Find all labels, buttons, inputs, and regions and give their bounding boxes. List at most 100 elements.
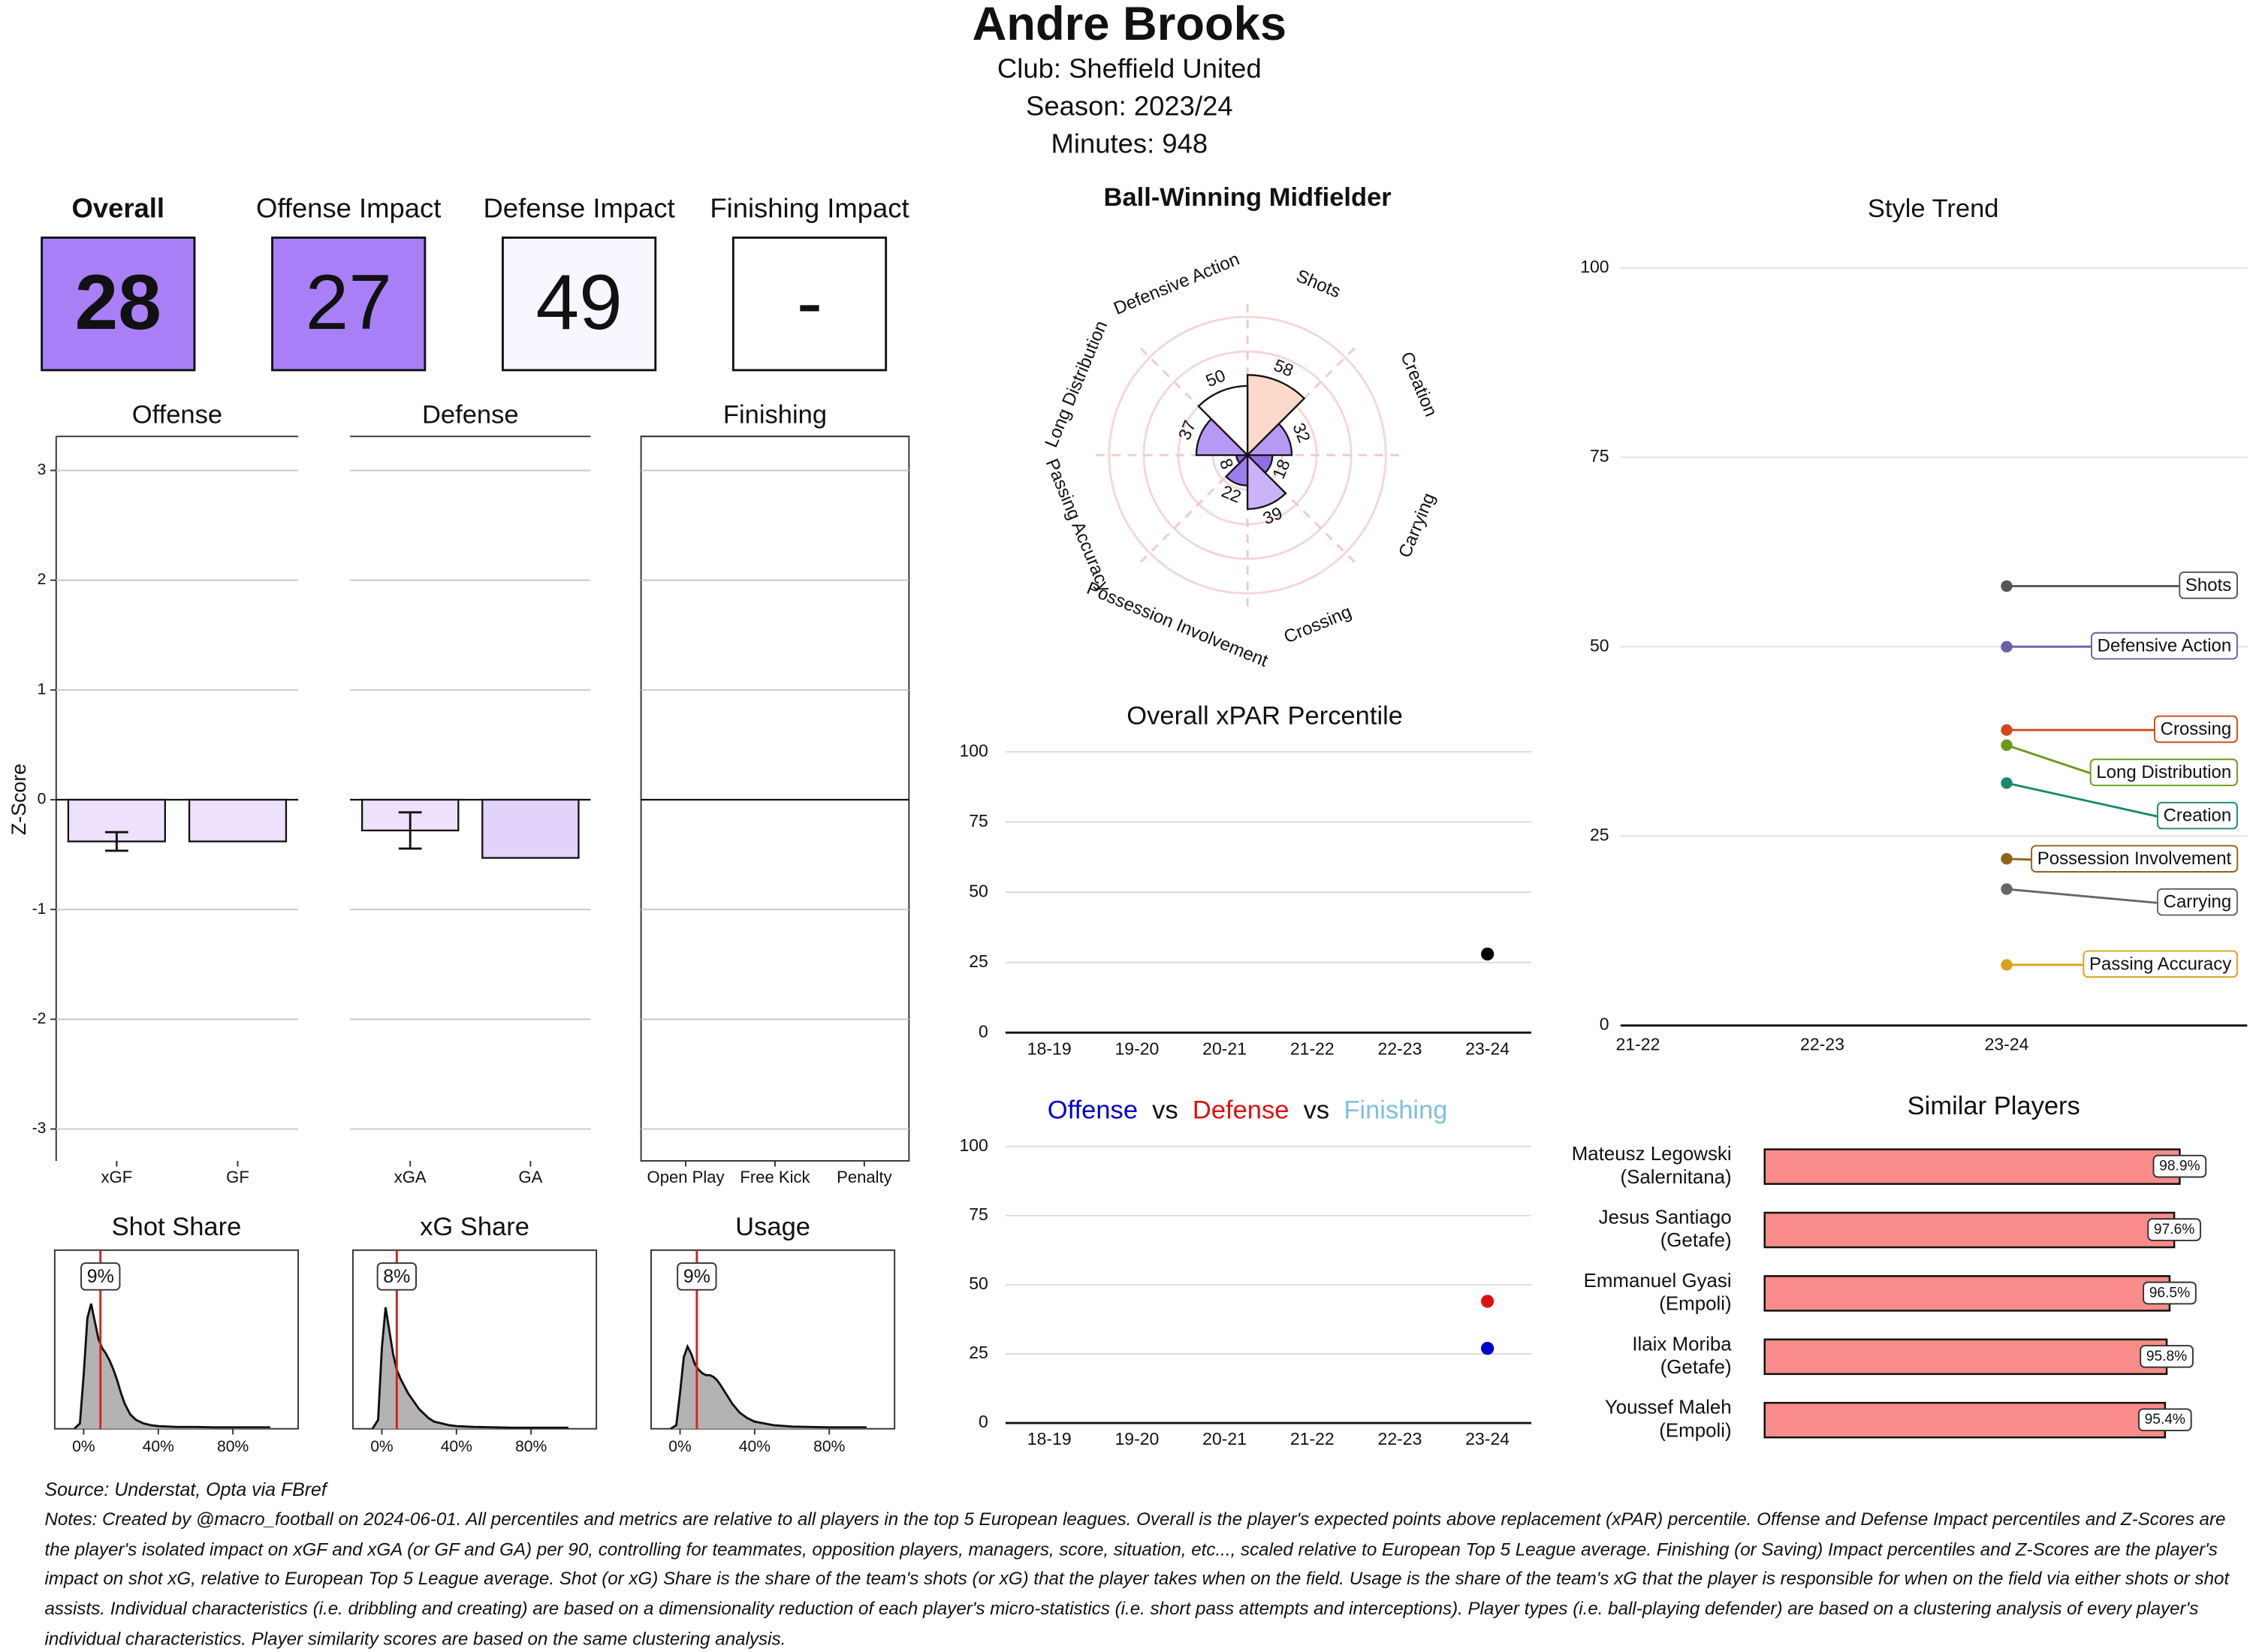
y-tick-label: 25 xyxy=(1590,825,1609,845)
point xyxy=(1481,1341,1494,1355)
tile-value: 49 xyxy=(535,258,622,345)
value-label: 96.5% xyxy=(2149,1285,2190,1301)
grid-circle xyxy=(1108,315,1387,595)
y-axis-label: Z-Score xyxy=(8,764,30,835)
marker-label: 9% xyxy=(683,1266,710,1287)
player-club: (Salernitana) xyxy=(1620,1167,1731,1188)
legend-entry: Defense xyxy=(1193,1096,1289,1125)
source: Source: Understat, Opta via FBref xyxy=(44,1479,328,1500)
player-club: (Getafe) xyxy=(1660,1230,1732,1251)
x-tick-label: 0% xyxy=(370,1438,393,1455)
panel-title: Usage xyxy=(735,1213,810,1241)
x-tick-label: Penalty xyxy=(837,1168,892,1186)
marker-label-box xyxy=(80,1262,121,1291)
x-tick-label: 22-23 xyxy=(1378,1039,1422,1058)
density-line xyxy=(371,1307,569,1430)
notes-box: Notes: Created by @macro_football on 202… xyxy=(44,1509,2230,1649)
x-tick-label: 40% xyxy=(441,1438,472,1455)
density-area xyxy=(671,1346,867,1429)
y-tick-label: 100 xyxy=(1580,257,1609,276)
series-label: Defensive Action xyxy=(2098,636,2232,656)
spoke xyxy=(1134,342,1249,457)
y-tick-label: 1 xyxy=(38,680,47,698)
value-label-box xyxy=(2143,1281,2197,1305)
panel-title: Shot Share xyxy=(112,1213,242,1241)
y-tick-label: 50 xyxy=(1590,635,1609,655)
polar-bar xyxy=(1197,384,1249,457)
x-tick-label: 80% xyxy=(217,1438,249,1455)
label-connector xyxy=(2006,888,2158,904)
header-line: Season: 2023/24 xyxy=(1026,90,1233,121)
player-name: Ilaix Moriba xyxy=(1632,1334,1732,1355)
x-tick-label: 0% xyxy=(72,1438,95,1455)
bar xyxy=(1763,1275,2171,1312)
tile-box xyxy=(41,237,196,372)
x-tick-label: 80% xyxy=(813,1438,845,1455)
marker-label: 8% xyxy=(383,1266,410,1287)
bar xyxy=(188,798,288,843)
polar-bar xyxy=(1245,422,1293,457)
point xyxy=(2001,580,2013,592)
tile-label: Defense Impact xyxy=(484,193,675,224)
header-line: Club: Sheffield United xyxy=(997,53,1262,84)
player-name: Emmanuel Gyasi xyxy=(1584,1271,1732,1292)
spoke xyxy=(1134,454,1249,568)
x-tick-label: xGF xyxy=(101,1168,133,1186)
x-tick-label: xGA xyxy=(394,1168,427,1186)
y-tick-label: -1 xyxy=(32,900,47,918)
chart-title: Style Trend xyxy=(1868,194,1999,223)
tile-value: 28 xyxy=(75,258,161,345)
error-bar xyxy=(398,811,422,850)
player-club: (Empoli) xyxy=(1659,1420,1731,1441)
chart-title: Overall xPAR Percentile xyxy=(1126,701,1403,730)
y-tick-label: 0 xyxy=(1600,1014,1609,1034)
player-name: Andre Brooks xyxy=(973,0,1286,50)
x-tick-label: 20-21 xyxy=(1202,1039,1247,1058)
legend-entry: Offense xyxy=(1048,1096,1138,1125)
y-tick-label: 0 xyxy=(979,1021,988,1041)
series-label: Crossing xyxy=(2161,719,2232,740)
player-club: (Empoli) xyxy=(1659,1294,1731,1315)
value-label: 98.9% xyxy=(2159,1159,2200,1174)
polar-bar xyxy=(1246,453,1287,511)
marker-label-box xyxy=(677,1262,717,1291)
y-tick-label: -2 xyxy=(32,1010,47,1027)
panel-title: xG Share xyxy=(420,1213,529,1241)
y-tick-label: 2 xyxy=(38,571,47,588)
notes: Notes: Created by @macro_football on 202… xyxy=(44,1509,2230,1649)
tile-box xyxy=(501,237,657,372)
spoke xyxy=(1247,454,1361,568)
polar-bar xyxy=(1224,453,1249,487)
series-label: Creation xyxy=(2164,806,2232,826)
y-tick-label: 100 xyxy=(959,1135,988,1155)
title-separator: vs xyxy=(1152,1096,1178,1125)
y-tick-label: 50 xyxy=(969,1274,988,1293)
x-tick-label: 23-24 xyxy=(1465,1039,1510,1058)
tile-value: 27 xyxy=(306,258,392,345)
tile-box xyxy=(271,237,427,372)
x-tick-label: GF xyxy=(226,1168,249,1186)
player-club: (Getafe) xyxy=(1660,1357,1732,1378)
bar xyxy=(481,798,580,859)
point xyxy=(2001,724,2013,736)
point xyxy=(1481,947,1494,961)
player-name: Mateusz Legowski xyxy=(1572,1144,1732,1165)
x-tick-label: 40% xyxy=(739,1438,771,1455)
polar-bar xyxy=(1246,374,1306,457)
series-label: Shots xyxy=(2185,575,2231,595)
series-label: Possession Involvement xyxy=(2037,849,2232,869)
point xyxy=(2001,959,2013,971)
y-tick-label: 50 xyxy=(969,881,988,900)
label-connector xyxy=(2006,744,2092,775)
point xyxy=(2001,739,2013,752)
point xyxy=(2001,777,2013,789)
x-tick-label: 18-19 xyxy=(1027,1039,1072,1058)
bar xyxy=(1763,1148,2181,1185)
point xyxy=(2001,853,2013,865)
y-tick-label: 0 xyxy=(979,1412,988,1431)
x-tick-label: Free Kick xyxy=(740,1168,810,1186)
x-tick-label: 21-22 xyxy=(1290,1429,1335,1449)
y-tick-label: 100 xyxy=(959,740,988,760)
